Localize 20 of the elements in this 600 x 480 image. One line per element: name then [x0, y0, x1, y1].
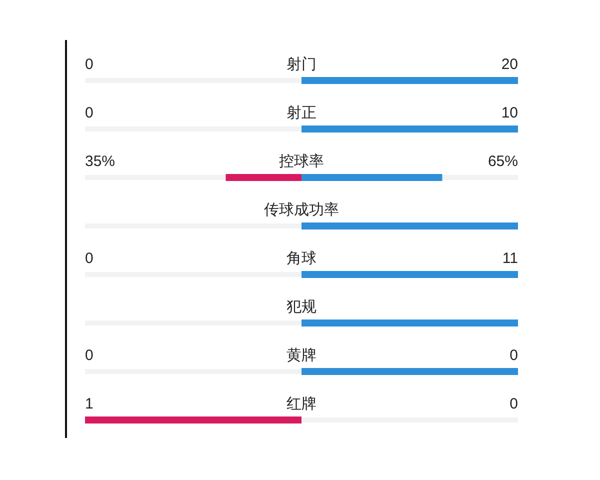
annotation: 11 — [502, 250, 518, 267]
y-tick-label: 射门 — [286, 56, 316, 73]
y-tick-label: 射正 — [286, 104, 316, 122]
annotation: 35% — [85, 153, 116, 170]
y-tick-label: 传球成功率 — [264, 202, 339, 218]
annotation: 0 — [510, 347, 518, 364]
y-tick-label: 红牌 — [286, 396, 316, 412]
annotation: 1 — [85, 396, 94, 412]
annotation: 0 — [85, 250, 94, 267]
annotation: 0 — [85, 56, 94, 73]
annotation: 65% — [488, 153, 518, 170]
y-tick-label: 黄牌 — [286, 347, 316, 364]
annotation: 0 — [510, 396, 518, 412]
y-tick-label: 犯规 — [286, 298, 316, 316]
y-tick-label: 角球 — [286, 250, 316, 267]
annotation: 0 — [85, 104, 94, 122]
annotation: 20 — [501, 56, 518, 73]
annotation: 0 — [85, 347, 94, 364]
annotation: 10 — [501, 104, 518, 122]
y-tick-label: 控球率 — [279, 153, 324, 170]
